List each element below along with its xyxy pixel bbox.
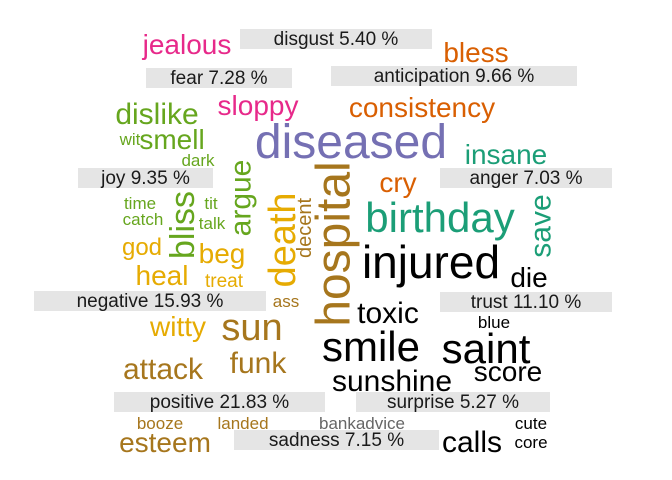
word-decent: decent	[294, 198, 316, 258]
category-label-text: anger 7.03 %	[469, 168, 582, 189]
word-booze: booze	[137, 414, 183, 433]
word-dark: dark	[181, 151, 215, 170]
word-esteem: esteem	[119, 427, 211, 458]
word-bliss: bliss	[164, 191, 202, 259]
category-label-joy: joy 9.35 %	[78, 168, 213, 189]
category-label-anticipation: anticipation 9.66 %	[331, 66, 577, 87]
category-label-text: anticipation 9.66 %	[374, 66, 535, 87]
category-label-text: sadness 7.15 %	[269, 430, 404, 451]
category-label-text: disgust 5.40 %	[274, 29, 399, 50]
word-tit: tit	[204, 194, 218, 213]
category-label-box	[78, 168, 213, 188]
word-wit: wit	[119, 130, 141, 149]
word-smile: smile	[322, 323, 420, 370]
word-core: core	[514, 433, 547, 452]
word-attack: attack	[123, 353, 204, 386]
word-injured: injured	[362, 236, 500, 288]
word-toxic: toxic	[357, 297, 419, 330]
word-consistency: consistency	[349, 92, 495, 123]
word-smell: smell	[139, 124, 204, 155]
category-label-text: trust 11.10 %	[471, 292, 582, 313]
category-label-positive: positive 21.83 %	[114, 392, 325, 413]
word-bankadvice: bankadvice	[319, 414, 405, 433]
word-jealous: jealous	[142, 29, 232, 60]
category-label-box	[440, 168, 612, 188]
word-ass: ass	[273, 292, 299, 311]
word-blue: blue	[478, 313, 510, 332]
category-label-box	[34, 291, 266, 311]
word-birthday: birthday	[365, 194, 514, 241]
word-treat: treat	[205, 271, 244, 292]
word-argue: argue	[225, 160, 258, 237]
word-diseased: diseased	[255, 116, 447, 169]
word-beg: beg	[199, 238, 246, 269]
word-talk: talk	[199, 214, 226, 233]
category-label-box	[331, 66, 577, 86]
category-label-box	[114, 392, 325, 412]
category-label-text: negative 15.93 %	[77, 291, 224, 312]
word-calls: calls	[442, 426, 502, 459]
word-hospital: hospital	[308, 161, 361, 326]
word-god: god	[122, 234, 162, 261]
word-sloppy: sloppy	[218, 90, 299, 121]
category-label-text: joy 9.35 %	[100, 168, 190, 189]
category-label-trust: trust 11.10 %	[440, 292, 612, 313]
word-bless: bless	[443, 37, 508, 68]
word-sun: sun	[221, 307, 282, 349]
word-die: die	[510, 262, 547, 293]
word-witty: witty	[149, 311, 206, 342]
category-label-disgust: disgust 5.40 %	[240, 29, 432, 50]
word-cry: cry	[379, 167, 416, 198]
category-label-box	[440, 292, 612, 312]
word-sunshine: sunshine	[332, 365, 452, 398]
word-insane: insane	[465, 139, 548, 170]
category-label-text: positive 21.83 %	[150, 392, 290, 413]
word-catch: catch	[123, 210, 164, 229]
category-label-fear: fear 7.28 %	[146, 68, 292, 89]
category-label-negative: negative 15.93 %	[34, 291, 266, 312]
category-label-text: surprise 5.27 %	[387, 392, 519, 413]
word-dislike: dislike	[115, 98, 198, 131]
word-time: time	[124, 194, 156, 213]
category-label-text: fear 7.28 %	[170, 68, 267, 89]
word-saint: saint	[442, 325, 531, 372]
category-label-box	[146, 68, 292, 88]
word-heal: heal	[136, 260, 189, 291]
word-death: death	[262, 192, 304, 287]
category-label-box	[240, 29, 432, 49]
word-score: score	[474, 356, 542, 387]
category-label-sadness: sadness 7.15 %	[234, 430, 439, 451]
category-label-anger: anger 7.03 %	[440, 168, 612, 189]
category-label-box	[356, 392, 550, 412]
category-label-surprise: surprise 5.27 %	[356, 392, 550, 413]
word-landed: landed	[217, 414, 268, 433]
category-label-box	[234, 430, 439, 450]
word-funk: funk	[230, 347, 288, 380]
word-save: save	[525, 194, 558, 257]
word-cute: cute	[515, 414, 547, 433]
